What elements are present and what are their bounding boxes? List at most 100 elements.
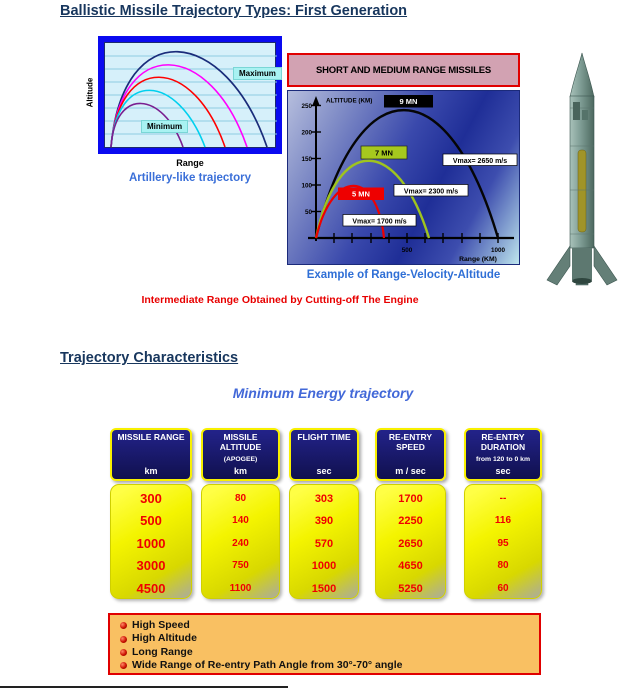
table-header-cell: FLIGHT TIME sec <box>289 428 359 481</box>
range-chart-x-label: Range (KM) <box>459 256 497 263</box>
bullet-icon <box>120 649 127 657</box>
table-cell: 60 <box>497 582 509 594</box>
ytick-150: 150 <box>301 156 312 163</box>
header-unit: m / sec <box>395 466 426 476</box>
header-unit: km <box>144 466 158 476</box>
missile-fin-left <box>546 245 571 286</box>
xtick-500: 500 <box>402 247 413 254</box>
table-cell: -- <box>499 493 507 504</box>
bullet-icon <box>120 635 127 643</box>
table-values-box: 303 390 570 1000 1500 <box>289 484 359 599</box>
vmax-9mn: Vmax= 2650 m/s <box>453 158 507 165</box>
table-cell: 570 <box>314 537 334 550</box>
range-chart-y-label: ALTITUDE (KM) <box>326 98 372 105</box>
label-9mn: 9 MN <box>400 97 418 106</box>
minimum-energy-subtitle: Minimum Energy trajectory <box>232 385 414 401</box>
header-title: FLIGHT TIME <box>297 432 351 442</box>
missile-panel <box>577 149 587 233</box>
table-cell: 116 <box>494 515 512 527</box>
table-column-missile-altitude: MISSILE ALTITUDE (APOGEE) km 80 140 240 … <box>201 428 280 599</box>
table-header-cell: RE-ENTRY SPEED m / sec <box>375 428 446 481</box>
table-cell: 303 <box>314 493 334 505</box>
header-title: RE-ENTRY DURATION <box>480 432 526 452</box>
table-cell: 300 <box>140 491 162 506</box>
table-column-missile-range: MISSILE RANGE km 300 500 1000 3000 4500 <box>110 428 192 599</box>
list-item: High Altitude <box>120 632 529 645</box>
ytick-100: 100 <box>301 183 312 190</box>
bullet-icon <box>120 662 127 670</box>
y-axis-arrow <box>312 96 320 105</box>
vmax-box-9mn <box>442 153 518 166</box>
missile-marking <box>573 102 580 120</box>
vmax-box-5mn <box>342 214 417 227</box>
table-cell: 2250 <box>398 515 423 528</box>
table-values-box: 300 500 1000 3000 4500 <box>110 484 192 599</box>
table-cell: 390 <box>314 515 334 528</box>
list-item: High Speed <box>120 619 529 632</box>
range-chart-header: SHORT AND MEDIUM RANGE MISSILES <box>287 53 520 87</box>
table-cell: 1000 <box>136 535 166 551</box>
section-title: Trajectory Characteristics <box>60 350 239 366</box>
header-subtitle: (APOGEE) <box>223 456 258 463</box>
header-subtitle: from 120 to 0 km <box>475 456 531 463</box>
header-unit: sec <box>495 466 511 476</box>
table-cell: 80 <box>234 493 247 504</box>
vmax-7mn: Vmax= 2300 m/s <box>404 188 458 195</box>
ytick-250: 250 <box>301 103 312 110</box>
example-caption: Example of Range-Velocity-Altitude <box>306 269 501 281</box>
label-box-9mn <box>384 95 433 108</box>
table-cell: 240 <box>232 537 249 549</box>
xtick-1000: 1000 <box>491 247 506 254</box>
label-5mn: 5 MN <box>352 190 370 199</box>
table-cell: 140 <box>232 515 249 527</box>
ytick-200: 200 <box>301 130 312 137</box>
vmax-box-7mn <box>393 184 469 197</box>
table-cell: 5250 <box>398 582 423 595</box>
table-column-reentry-speed: RE-ENTRY SPEED m / sec 1700 2250 2650 46… <box>375 428 446 599</box>
table-column-reentry-duration: RE-ENTRY DURATION from 120 to 0 km sec -… <box>464 428 542 599</box>
header-unit: km <box>233 466 247 476</box>
artillery-plot-area: Maximum Minimum <box>104 42 282 148</box>
artillery-caption: Artillery-like trajectory <box>128 172 252 184</box>
missile-nozzle <box>572 278 592 284</box>
list-item: Long Range <box>120 646 529 659</box>
label-7mn: 7 MN <box>375 149 393 158</box>
page-bottom-edge <box>0 686 288 688</box>
table-cell: 1000 <box>311 560 337 573</box>
artillery-x-axis-label: Range <box>176 158 204 168</box>
characteristics-table: MISSILE RANGE km 300 500 1000 3000 4500 … <box>110 428 543 604</box>
table-cell: 750 <box>232 560 249 572</box>
x-ticks <box>333 233 499 243</box>
table-header-cell: MISSILE ALTITUDE (APOGEE) km <box>201 428 280 481</box>
table-cell: 1500 <box>311 582 337 595</box>
artillery-trajectory-chart: Maximum Minimum <box>98 36 282 154</box>
range-chart-plot: ALTITUDE (KM) 50 100 150 200 250 500 100… <box>287 90 520 265</box>
missile-fin-right <box>593 245 618 286</box>
ytick-50: 50 <box>305 209 313 216</box>
header-title: RE-ENTRY SPEED <box>388 432 433 452</box>
artillery-y-axis-label: Altitude <box>85 77 95 108</box>
curve-7mn <box>314 159 431 239</box>
trajectory-curve-3 <box>110 76 226 148</box>
header-title: MISSILE RANGE <box>117 432 185 442</box>
table-header-cell: RE-ENTRY DURATION from 120 to 0 km sec <box>464 428 542 481</box>
table-cell: 95 <box>497 537 509 549</box>
table-values-box: -- 116 95 80 60 <box>464 484 542 599</box>
label-box-5mn <box>338 187 384 200</box>
table-cell: 1700 <box>398 493 423 505</box>
page-title: Ballistic Missile Trajectory Types: Firs… <box>60 3 408 19</box>
vmax-5mn: Vmax= 1700 m/s <box>352 218 406 225</box>
bullet-text: Wide Range of Re-entry Path Angle from 3… <box>132 659 403 672</box>
table-cell: 1100 <box>229 582 252 594</box>
label-box-7mn <box>360 145 408 160</box>
table-values-box: 1700 2250 2650 4650 5250 <box>375 484 446 599</box>
intermediate-range-note: Intermediate Range Obtained by Cutting-o… <box>141 294 419 306</box>
missile-base <box>572 248 592 280</box>
bullet-text: Long Range <box>132 645 193 658</box>
list-item: Wide Range of Re-entry Path Angle from 3… <box>120 659 529 672</box>
missile-nose-cone <box>569 52 595 98</box>
header-title: MISSILE ALTITUDE <box>219 432 262 452</box>
trajectory-curve-maximum <box>110 50 268 148</box>
header-unit: sec <box>316 466 332 476</box>
